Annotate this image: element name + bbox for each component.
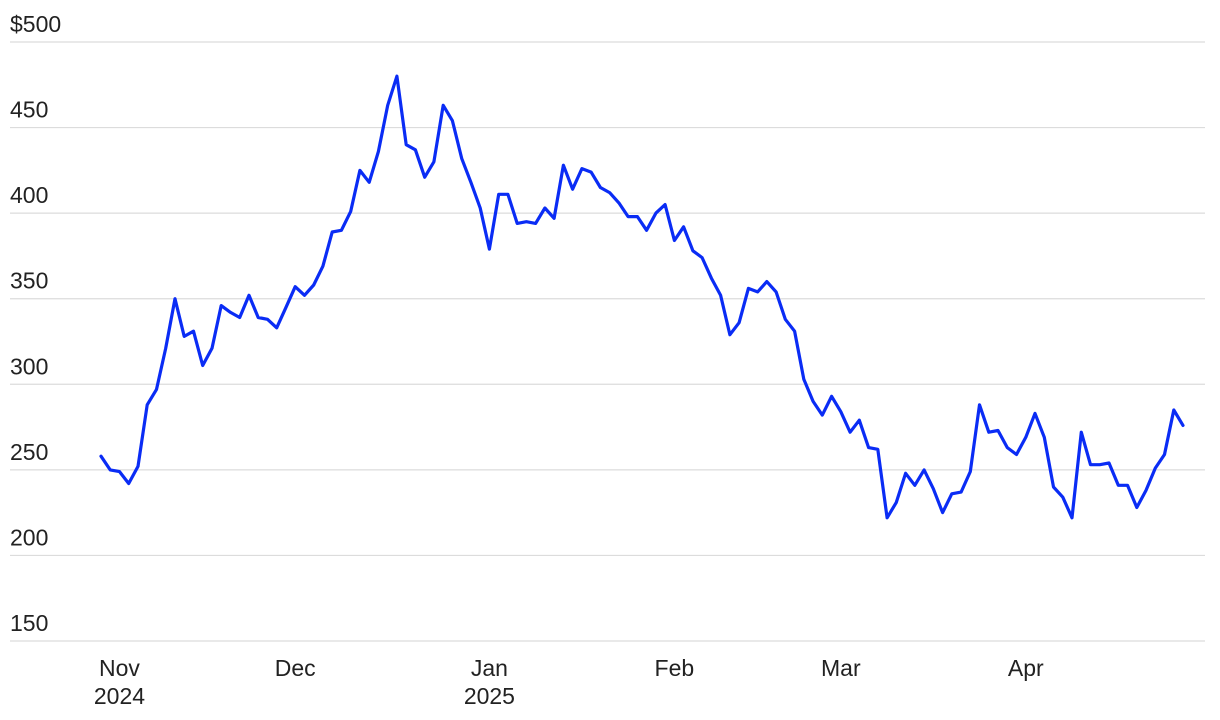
x-tick-label: Nov 2024 [93,655,146,709]
y-tick-label: 200 [10,524,48,550]
y-tick-label: 400 [10,182,48,208]
y-tick-label: 250 [10,439,48,465]
y-tick-label: $500 [10,11,61,37]
price-line [99,74,1185,520]
y-tick-label: 350 [10,268,48,294]
x-tick-label: Mar [821,655,861,681]
x-tick-label: Jan 2025 [463,655,515,709]
y-tick-label: 300 [10,353,48,379]
y-tick-label: 150 [10,610,48,636]
x-tick-label: Feb [654,655,695,681]
y-tick-label: 450 [10,97,48,123]
x-tick-label: Dec [274,655,316,681]
x-tick-label: Apr [1007,655,1044,681]
